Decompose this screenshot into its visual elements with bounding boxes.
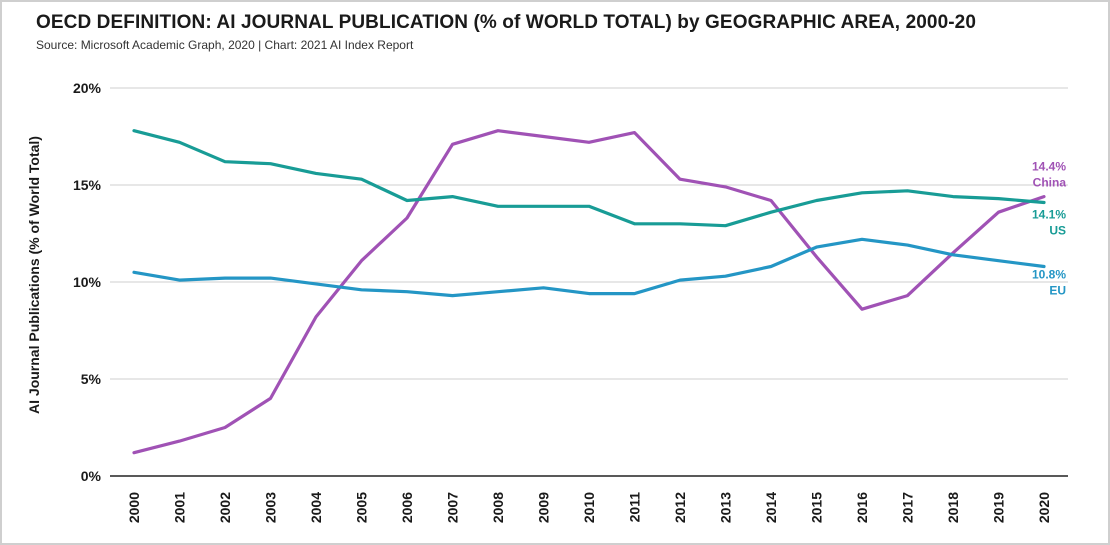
y-tick-label: 15%: [73, 177, 102, 193]
series-line-us: [132, 129, 1046, 228]
x-tick-label: 2008: [490, 492, 506, 523]
series-line-eu: [132, 237, 1046, 298]
x-tick-label: 2004: [308, 492, 324, 523]
end-value-label: 10.8%: [1032, 267, 1066, 281]
chart-title: OECD DEFINITION: AI JOURNAL PUBLICATION …: [36, 12, 976, 33]
y-tick-label: 20%: [73, 80, 102, 96]
x-tick-label: 2000: [126, 492, 142, 523]
series-name-label: China: [1033, 176, 1067, 190]
x-tick-label: 2010: [581, 492, 597, 523]
x-tick-label: 2016: [854, 492, 870, 523]
end-value-label: 14.1%: [1032, 207, 1066, 221]
x-tick-label: 2001: [172, 492, 188, 523]
series-name-label: US: [1049, 223, 1066, 237]
x-tick-label: 2007: [445, 492, 461, 523]
end-value-label: 14.4%: [1032, 160, 1066, 174]
y-tick-label: 5%: [81, 371, 102, 387]
x-tick-label: 2003: [263, 492, 279, 523]
chart-subtitle: Source: Microsoft Academic Graph, 2020 |…: [36, 38, 414, 52]
x-tick-label: 2011: [627, 492, 643, 523]
x-tick-label: 2006: [399, 492, 415, 523]
x-tick-label: 2002: [217, 492, 233, 523]
y-tick-label: 10%: [73, 274, 102, 290]
x-tick-label: 2015: [809, 492, 825, 523]
x-tick-label: 2013: [718, 492, 734, 523]
series-name-label: EU: [1049, 283, 1066, 297]
x-tick-label: 2017: [900, 492, 916, 523]
series-line-china: [132, 129, 1046, 455]
x-tick-label: 2019: [991, 492, 1007, 523]
x-tick-label: 2012: [672, 492, 688, 523]
x-tick-label: 2018: [945, 492, 961, 523]
x-tick-label: 2005: [354, 492, 370, 523]
x-tick-label: 2009: [536, 492, 552, 523]
x-tick-label: 2014: [763, 492, 779, 523]
y-tick-label: 0%: [81, 468, 102, 484]
x-tick-label: 2020: [1036, 492, 1052, 523]
